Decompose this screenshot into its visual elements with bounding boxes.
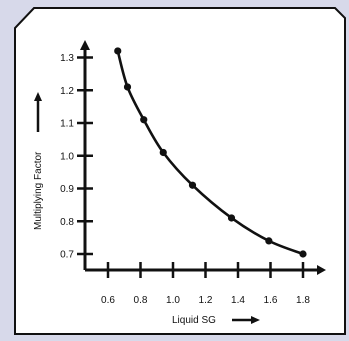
x-tick-label: 1.4 xyxy=(231,295,245,306)
data-points xyxy=(114,47,307,258)
data-point xyxy=(159,148,167,157)
y-ticks: 0.7 0.8 0.9 1.0 1.1 1.2 1.3 xyxy=(60,53,93,261)
y-tick-label: 0.9 xyxy=(60,184,74,195)
y-axis-title-arrowhead xyxy=(34,92,42,101)
x-axis-arrowhead xyxy=(317,265,326,275)
x-tick-label: 0.6 xyxy=(101,295,115,306)
data-point xyxy=(299,250,307,258)
axes xyxy=(80,40,326,275)
x-tick-label: 1.8 xyxy=(296,295,310,306)
data-point xyxy=(265,237,273,245)
y-axis-title: Multiplying Factor xyxy=(33,151,44,230)
x-tick-label: 1.0 xyxy=(166,295,180,306)
y-tick-label: 1.3 xyxy=(60,53,74,64)
data-point xyxy=(114,47,122,55)
data-point xyxy=(140,116,148,124)
x-axis-title: Liquid SG xyxy=(172,315,216,326)
data-point xyxy=(188,181,197,189)
y-tick-label: 0.8 xyxy=(60,217,74,228)
data-point xyxy=(123,83,132,91)
x-tick-label: 1.2 xyxy=(199,295,213,306)
y-axis-title-group: Multiplying Factor xyxy=(33,92,44,230)
x-tick-label: 0.8 xyxy=(134,295,148,306)
y-tick-label: 1.0 xyxy=(60,151,74,162)
x-axis-title-group: Liquid SG xyxy=(172,315,260,326)
x-axis-title-arrowhead xyxy=(251,316,260,324)
x-tick-label: 1.6 xyxy=(264,295,278,306)
x-ticks: 0.6 0.8 1.0 1.2 1.4 1.6 1.8 xyxy=(101,262,310,306)
y-tick-label: 0.7 xyxy=(60,250,74,261)
y-axis-arrowhead xyxy=(80,40,90,50)
data-point xyxy=(227,214,236,222)
y-tick-label: 1.2 xyxy=(60,86,74,97)
y-tick-label: 1.1 xyxy=(60,119,74,130)
